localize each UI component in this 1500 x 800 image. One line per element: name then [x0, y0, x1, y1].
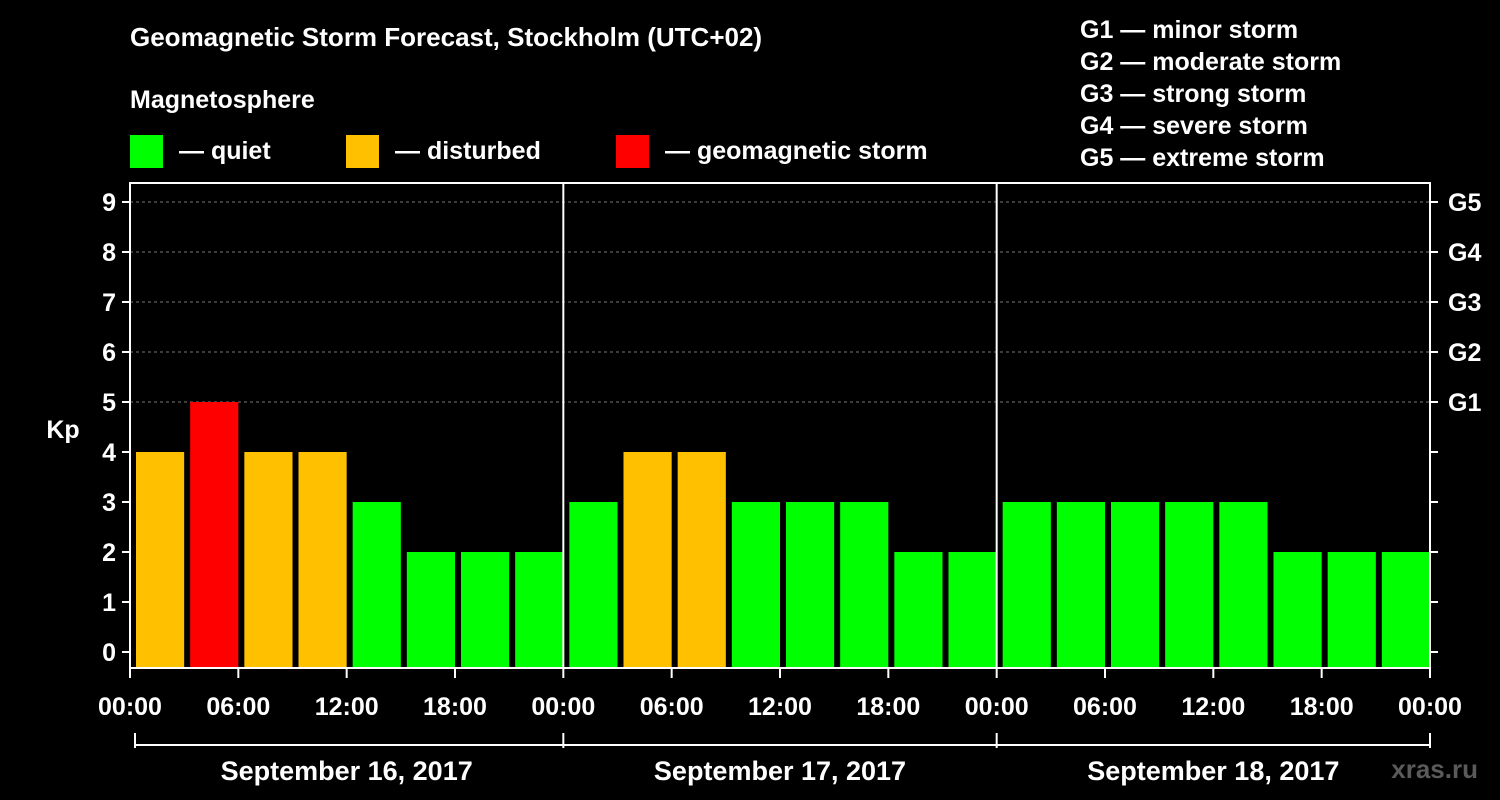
legend-disturbed: — disturbed	[346, 134, 541, 168]
kp-bar	[623, 452, 672, 668]
x-tick-label: 06:00	[640, 693, 704, 721]
kp-bar	[406, 552, 455, 668]
x-tick-label: 00:00	[965, 693, 1029, 721]
g-scale-label: G1	[1448, 389, 1481, 417]
kp-bar	[1002, 502, 1051, 668]
y-tick-label: 4	[102, 439, 116, 467]
kp-bar	[244, 452, 293, 668]
watermark: xras.ru	[1391, 754, 1478, 784]
kp-bar	[298, 452, 347, 668]
y-tick-label: 2	[102, 539, 116, 567]
legend-quiet-label: — quiet	[179, 136, 271, 165]
kp-bar	[461, 552, 510, 668]
x-tick-label: 18:00	[1290, 693, 1354, 721]
date-label: September 16, 2017	[221, 756, 473, 786]
kp-bar	[1273, 552, 1322, 668]
x-tick-label: 18:00	[423, 693, 487, 721]
x-tick-label: 00:00	[98, 693, 162, 721]
kp-bar	[786, 502, 835, 668]
y-tick-label: 1	[102, 589, 116, 617]
x-tick-label: 00:00	[531, 693, 595, 721]
legend-quiet-swatch	[130, 134, 163, 168]
chart-title: Geomagnetic Storm Forecast, Stockholm (U…	[130, 22, 763, 52]
x-tick-label: 12:00	[315, 693, 379, 721]
y-tick-label: 7	[102, 289, 116, 317]
legend-storm: — geomagnetic storm	[616, 134, 928, 168]
x-tick-label: 12:00	[1181, 693, 1245, 721]
legend-disturbed-swatch	[346, 134, 379, 168]
kp-bar	[1219, 502, 1268, 668]
kp-bar	[352, 502, 401, 668]
y-tick-label: 6	[102, 339, 116, 367]
y-tick-label: 0	[102, 639, 116, 667]
scale-g3: G3 — strong storm	[1080, 80, 1307, 108]
kp-bar	[948, 552, 997, 668]
scale-g4: G4 — severe storm	[1080, 112, 1308, 140]
kp-bar	[1327, 552, 1376, 668]
scale-g2: G2 — moderate storm	[1080, 48, 1342, 76]
scale-g5: G5 — extreme storm	[1080, 144, 1325, 172]
g-scale-label: G3	[1448, 289, 1481, 317]
x-tick-label: 18:00	[856, 693, 920, 721]
legend-storm-swatch	[616, 134, 649, 168]
y-tick-label: 5	[102, 389, 116, 417]
kp-bar	[731, 502, 780, 668]
y-axis-label: Kp	[46, 416, 79, 444]
kp-bar	[190, 402, 239, 668]
kp-bar	[1056, 502, 1105, 668]
kp-bar	[840, 502, 889, 668]
x-tick-label: 12:00	[748, 693, 812, 721]
kp-bar	[894, 552, 943, 668]
scale-g1: G1 — minor storm	[1080, 16, 1299, 44]
x-tick-label: 00:00	[1398, 693, 1462, 721]
kp-bar	[569, 502, 618, 668]
storm-scale-legend: G1 — minor storm G2 — moderate storm G3 …	[1080, 14, 1341, 174]
legend-quiet: — quiet	[130, 134, 271, 168]
kp-bar	[1381, 552, 1430, 668]
date-label: September 18, 2017	[1087, 756, 1339, 786]
x-tick-label: 06:00	[206, 693, 270, 721]
g-scale-label: G5	[1448, 189, 1481, 217]
x-tick-label: 06:00	[1073, 693, 1137, 721]
legend-disturbed-label: — disturbed	[395, 136, 541, 165]
y-tick-label: 3	[102, 489, 116, 517]
legend-storm-label: — geomagnetic storm	[665, 136, 928, 165]
g-scale-label: G4	[1448, 239, 1481, 267]
kp-bar	[1111, 502, 1160, 668]
y-tick-label: 9	[102, 189, 116, 217]
date-label: September 17, 2017	[654, 756, 906, 786]
g-scale-label: G2	[1448, 339, 1481, 367]
magnetosphere-label: Magnetosphere	[130, 86, 315, 114]
y-tick-label: 8	[102, 239, 116, 267]
kp-bar	[677, 452, 726, 668]
kp-bar	[136, 452, 185, 668]
kp-bar	[515, 552, 564, 668]
kp-bar	[1165, 502, 1214, 668]
